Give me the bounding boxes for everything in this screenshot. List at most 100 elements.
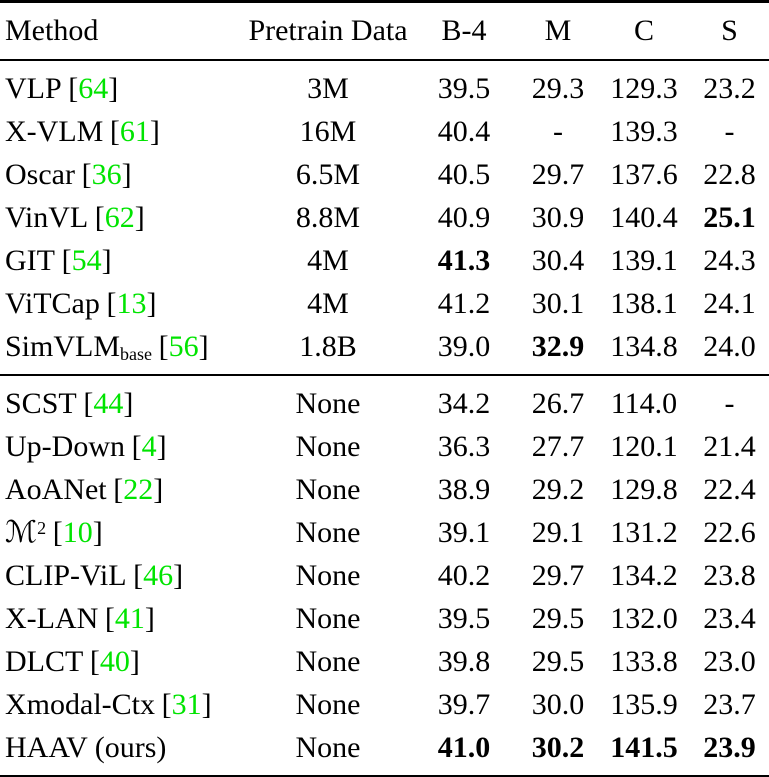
- citation: [41]: [105, 602, 155, 635]
- b4-cell: 39.5: [437, 602, 491, 635]
- s-cell: 23.9: [703, 731, 756, 764]
- b4-cell: 38.9: [437, 473, 491, 506]
- m-cell: -: [553, 115, 563, 148]
- pretrain-cell: None: [295, 731, 361, 764]
- c-cell: 134.2: [610, 559, 678, 592]
- citation-link[interactable]: 22: [123, 473, 154, 506]
- method-cell: VinVL [62]: [0, 196, 246, 239]
- citation-close-bracket: ]: [198, 330, 209, 363]
- citation-close-bracket: ]: [149, 115, 160, 148]
- s-cell: 23.0: [703, 645, 756, 678]
- citation-close-bracket: ]: [201, 688, 212, 721]
- b4-cell: 40.2: [437, 559, 491, 592]
- citation-open-bracket: [: [83, 387, 94, 420]
- table-row: DLCT [40] None 39.8 29.5 133.8 23.0: [0, 640, 769, 683]
- method-name: VLP: [5, 72, 62, 105]
- citation-link[interactable]: 13: [116, 287, 147, 320]
- method-cell: Up-Down [4]: [0, 425, 246, 468]
- column-header-m: M: [518, 1, 598, 61]
- column-header-pretrain-data: Pretrain Data: [246, 1, 410, 61]
- citation-link[interactable]: 10: [62, 516, 93, 549]
- citation-link[interactable]: 31: [171, 688, 202, 721]
- pretrain-cell: 4M: [307, 244, 349, 277]
- method-cell: AoANet [22]: [0, 468, 246, 511]
- citation: [10]: [53, 516, 103, 549]
- b4-cell: 41.3: [437, 244, 491, 277]
- column-header-b4: B-4: [410, 1, 518, 61]
- m-cell: 30.9: [531, 201, 585, 234]
- method-cell: X-LAN [41]: [0, 597, 246, 640]
- citation-link[interactable]: 46: [143, 559, 174, 592]
- citation-open-bracket: [: [133, 559, 144, 592]
- method-cell: CLIP-ViL [46]: [0, 554, 246, 597]
- b4-cell: 39.7: [437, 688, 491, 721]
- citation: [56]: [159, 330, 209, 363]
- pretrain-cell: None: [246, 374, 410, 425]
- b4-cell: 40.9: [437, 201, 491, 234]
- citation-link[interactable]: 44: [93, 387, 124, 420]
- c-cell: 140.4: [610, 201, 678, 234]
- citation-link[interactable]: 64: [78, 72, 109, 105]
- citation-open-bracket: [: [106, 287, 117, 320]
- citation-open-bracket: [: [104, 602, 115, 635]
- s-cell: 22.8: [703, 158, 756, 191]
- citation-open-bracket: [: [158, 330, 169, 363]
- s-cell: 24.1: [703, 287, 756, 320]
- citation-link[interactable]: 56: [168, 330, 199, 363]
- pretrain-cell: None: [295, 688, 361, 721]
- table-row: VLP [64] 3M 39.5 29.3 129.3 23.2: [0, 60, 769, 110]
- c-cell: 139.1: [610, 244, 678, 277]
- b4-cell: 39.8: [437, 645, 491, 678]
- citation-link[interactable]: 36: [91, 158, 122, 191]
- citation-close-bracket: ]: [121, 158, 132, 191]
- m-cell: 29.5: [531, 645, 585, 678]
- method-name: VinVL: [5, 201, 89, 234]
- method-cell: Oscar [36]: [0, 153, 246, 196]
- table-row: VinVL [62] 8.8M 40.9 30.9 140.4 25.1: [0, 196, 769, 239]
- column-header-s: S: [690, 1, 769, 61]
- column-header-c: C: [598, 1, 690, 61]
- citation-open-bracket: [: [161, 688, 172, 721]
- pretrain-cell: 4M: [307, 287, 349, 320]
- method-name: GIT: [5, 244, 55, 277]
- pretrain-cell: 16M: [299, 115, 357, 148]
- method-name: SimVLM: [5, 330, 121, 363]
- s-cell: 21.4: [703, 430, 756, 463]
- method-name: ℳ: [5, 516, 38, 549]
- c-cell: 132.0: [610, 602, 678, 635]
- c-cell: 138.1: [610, 287, 678, 320]
- m-cell: 30.1: [531, 287, 585, 320]
- c-cell: 133.8: [610, 645, 678, 678]
- b4-cell: 41.0: [437, 731, 491, 764]
- s-cell: 23.4: [703, 602, 756, 635]
- b4-cell: 41.2: [437, 287, 491, 320]
- column-header-method: Method: [0, 1, 246, 61]
- citation-open-bracket: [: [131, 430, 142, 463]
- citation-open-bracket: [: [94, 201, 105, 234]
- citation-link[interactable]: 40: [99, 645, 130, 678]
- citation-close-bracket: ]: [92, 516, 103, 549]
- m-cell: 29.7: [531, 158, 585, 191]
- citation-link[interactable]: 54: [71, 244, 102, 277]
- b4-cell: 40.5: [437, 158, 491, 191]
- c-cell: 134.8: [610, 330, 678, 363]
- table-row: SCST [44] None 34.2 26.7 114.0 -: [0, 374, 769, 425]
- s-cell: 23.2: [703, 72, 756, 105]
- method-name: X-LAN: [5, 602, 99, 635]
- citation-link[interactable]: 41: [114, 602, 145, 635]
- citation-link[interactable]: 61: [119, 115, 150, 148]
- c-cell: 139.3: [610, 115, 678, 148]
- m-cell: 30.2: [531, 731, 585, 764]
- citation-link[interactable]: 62: [104, 201, 135, 234]
- citation-link[interactable]: 4: [141, 430, 157, 463]
- citation-close-bracket: ]: [129, 645, 140, 678]
- method-cell: SimVLMbase [56]: [0, 325, 246, 375]
- s-cell: 22.4: [703, 473, 756, 506]
- s-cell: 25.1: [703, 201, 756, 234]
- pretrain-cell: None: [295, 516, 361, 549]
- table-row: Up-Down [4] None 36.3 27.7 120.1 21.4: [0, 425, 769, 468]
- citation: [13]: [106, 287, 156, 320]
- citation-close-bracket: ]: [173, 559, 184, 592]
